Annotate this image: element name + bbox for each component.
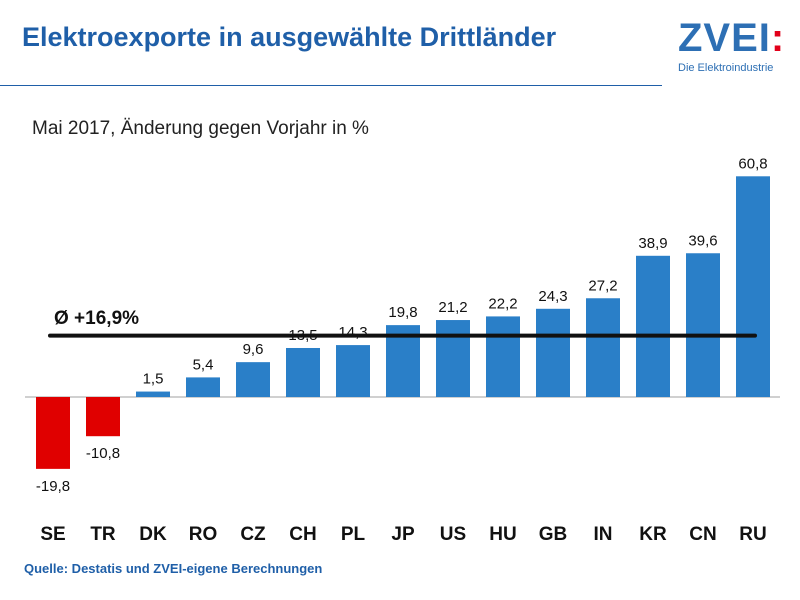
x-tick-label-kr: KR (639, 524, 667, 545)
data-label-cz: 9,6 (243, 341, 264, 358)
data-label-kr: 38,9 (638, 235, 667, 252)
bar-ru (736, 176, 770, 397)
chart-title: Elektroexporte in ausgewählte Drittlände… (22, 22, 557, 52)
x-tick-label-tr: TR (90, 524, 116, 545)
data-label-hu: 22,2 (488, 295, 517, 312)
data-label-dk: 1,5 (143, 371, 164, 388)
x-tick-label-se: SE (40, 524, 65, 545)
data-label-jp: 19,8 (388, 304, 417, 321)
average-label: Ø +16,9% (54, 308, 140, 329)
bar-gb (536, 308, 570, 397)
bar-se (36, 397, 70, 469)
source-note: Quelle: Destatis und ZVEI-eigene Berechn… (24, 561, 323, 576)
x-tick-label-in: IN (594, 524, 613, 545)
x-tick-label-cn: CN (689, 524, 716, 545)
data-label-se: -19,8 (36, 478, 70, 495)
bar-tr (86, 397, 120, 437)
chart-subtitle: Mai 2017, Änderung gegen Vorjahr in % (32, 118, 369, 139)
zvei-logo: ZVEI: Die Elektroindustrie (678, 18, 788, 80)
bar-dk (136, 391, 170, 397)
bar-pl (336, 345, 370, 397)
title-divider (0, 85, 662, 86)
bar-us (436, 320, 470, 397)
x-tick-label-gb: GB (539, 524, 568, 545)
data-label-cn: 39,6 (688, 232, 717, 249)
x-tick-label-dk: DK (139, 524, 167, 545)
x-tick-label-us: US (440, 524, 466, 545)
logo-wordmark: ZVEI: (678, 18, 788, 58)
bar-hu (486, 316, 520, 397)
x-tick-label-ru: RU (739, 524, 766, 545)
data-label-ru: 60,8 (738, 155, 767, 172)
logo-colon: : (770, 16, 786, 60)
x-tick-label-jp: JP (391, 524, 415, 545)
bar-ch (286, 347, 320, 397)
bar-kr (636, 255, 670, 397)
x-tick-label-pl: PL (341, 524, 366, 545)
bar-cn (686, 253, 720, 397)
x-tick-label-ro: RO (189, 524, 218, 545)
x-tick-label-cz: CZ (240, 524, 266, 545)
logo-wordmark-text: ZVEI (678, 16, 771, 60)
data-label-us: 21,2 (438, 299, 467, 316)
data-label-ro: 5,4 (193, 356, 214, 373)
bar-cz (236, 362, 270, 397)
x-tick-label-hu: HU (489, 524, 516, 545)
data-label-pl: 14,3 (338, 324, 367, 341)
x-tick-label-ch: CH (289, 524, 316, 545)
data-label-in: 27,2 (588, 277, 617, 294)
bar-in (586, 298, 620, 397)
logo-subtitle: Die Elektroindustrie (678, 62, 774, 74)
bar-ro (186, 377, 220, 397)
data-label-tr: -10,8 (86, 445, 120, 462)
data-label-gb: 24,3 (538, 288, 567, 305)
